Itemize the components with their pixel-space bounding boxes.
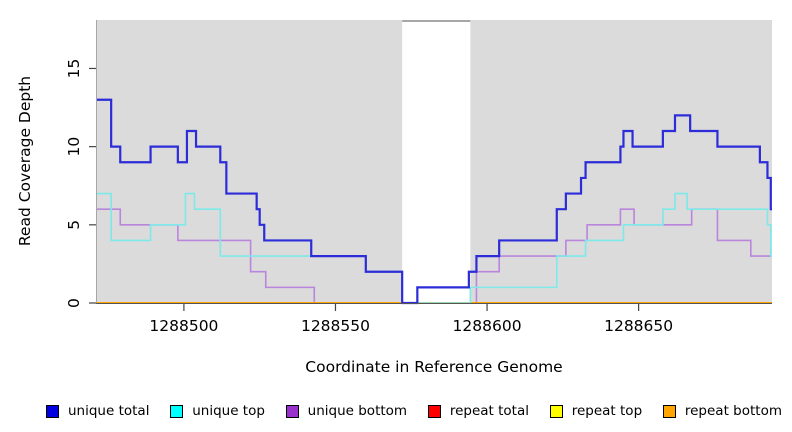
x-tick-label: 1288650: [604, 317, 673, 335]
x-axis-title: Coordinate in Reference Genome: [305, 358, 562, 376]
series-line-unique-total: [96, 98, 772, 305]
legend-item-unique-bottom: unique bottom: [285, 403, 408, 419]
y-tick-label: 0: [65, 298, 83, 308]
legend-swatch-repeat-top: [549, 404, 563, 418]
legend-label-unique-bottom: unique bottom: [307, 403, 408, 419]
legend-item-repeat-total: repeat total: [427, 403, 529, 419]
legend: unique total unique top unique bottom repea…: [0, 398, 792, 424]
legend-swatch-repeat-bottom: [662, 404, 676, 418]
legend-label-unique-top: unique top: [192, 403, 265, 419]
legend-swatch-unique-total: [46, 404, 59, 418]
legend-label-unique-total: unique total: [68, 403, 150, 419]
legend-swatch-repeat-total: [427, 404, 441, 418]
legend-item-unique-top: unique top: [170, 403, 265, 419]
y-tick-label: 5: [65, 220, 83, 230]
legend-label-repeat-total: repeat total: [449, 403, 529, 419]
legend-item-repeat-top: repeat top: [549, 403, 643, 419]
legend-item-repeat-bottom: repeat bottom: [662, 403, 782, 419]
legend-swatch-unique-bottom: [285, 404, 299, 418]
y-tick-label: 15: [65, 59, 83, 79]
series-line-unique-top: [96, 192, 772, 304]
legend-swatch-unique-top: [170, 404, 184, 418]
gap-region-layer: [402, 20, 471, 303]
legend-label-repeat-bottom: repeat bottom: [684, 403, 782, 419]
y-axis-title: Read Coverage Depth: [16, 76, 34, 246]
y-tick-label: 10: [65, 137, 83, 157]
x-tick-label: 1288500: [149, 317, 218, 335]
legend-item-unique-total: unique total: [46, 403, 149, 419]
legend-label-repeat-top: repeat top: [571, 403, 643, 419]
x-tick-label: 1288550: [301, 317, 370, 335]
axis-ticks-layer: 1288500 1288550 1288600 1288650 0 5 10 15: [65, 59, 673, 335]
gap-region: [402, 20, 471, 303]
x-tick-label: 1288600: [453, 317, 522, 335]
